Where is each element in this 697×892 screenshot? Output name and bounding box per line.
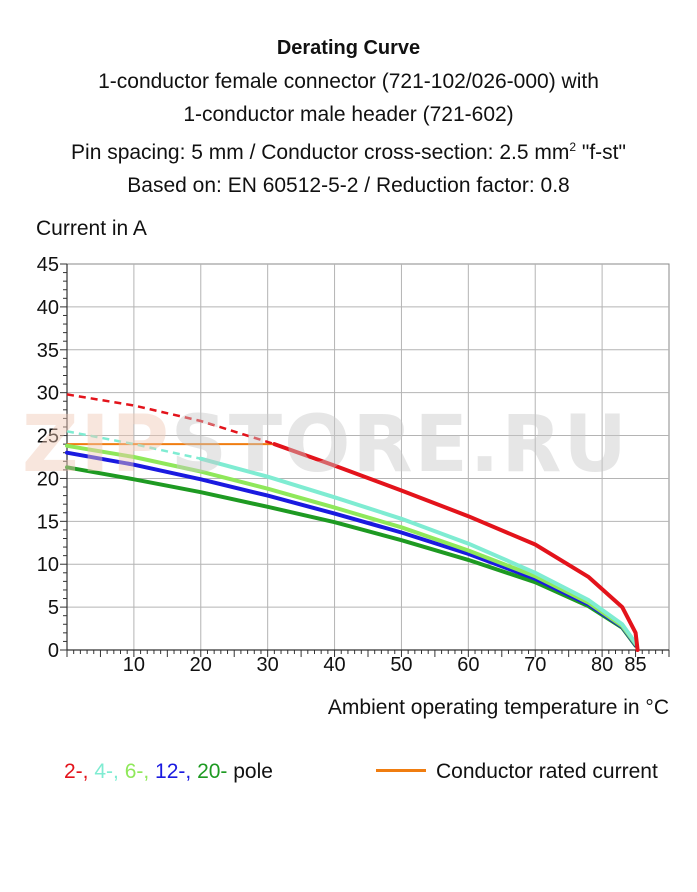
- x-tick-label: 85: [624, 654, 646, 676]
- superscript-2: 2: [569, 140, 577, 154]
- series-4--dashed-line: [66, 430, 202, 460]
- legend-pole-12: 12-,: [149, 760, 192, 783]
- y-tick-label: 15: [37, 511, 59, 533]
- legend-pole-suffix: pole: [227, 760, 273, 783]
- chart-title-block: Derating Curve 1-conductor female connec…: [0, 32, 697, 202]
- chart-subtitle-line-4: Based on: EN 60512-5-2 / Reduction facto…: [127, 174, 570, 197]
- legend-rated-current: Conductor rated current: [376, 760, 658, 784]
- y-tick-label: 0: [48, 640, 59, 662]
- y-tick-label: 40: [37, 297, 59, 319]
- legend-poles: 2-, 4-, 6-, 12-, 20- pole: [64, 760, 273, 784]
- legend-pole-2: 2-,: [64, 760, 89, 783]
- legend-pole-6: 6-,: [118, 760, 150, 783]
- series-2--line: [272, 442, 640, 652]
- y-tick-label: 10: [37, 554, 59, 576]
- legend-rated-swatch: [376, 768, 426, 772]
- x-axis-label: Ambient operating temperature in °C: [327, 696, 669, 719]
- x-tick-label: 40: [323, 654, 345, 676]
- y-tick-label: 35: [37, 340, 59, 362]
- legend-pole-4: 4-,: [88, 760, 119, 783]
- x-tick-label: 70: [524, 654, 546, 676]
- y-tick-label: 5: [48, 597, 59, 619]
- x-tick-label: 20: [190, 654, 212, 676]
- chart-subtitle-line-3: Pin spacing: 5 mm / Conductor cross-sect…: [0, 131, 697, 169]
- series-4--line: [198, 456, 638, 646]
- chart-subtitle-line-1: 1-conductor female connector (721-102/02…: [98, 70, 599, 93]
- x-tick-label: 80: [591, 654, 613, 676]
- legend-rated-label: Conductor rated current: [436, 760, 658, 783]
- chart-subtitle-line-2: 1-conductor male header (721-602): [183, 103, 514, 126]
- f-st-text: "f-st": [576, 141, 626, 164]
- x-tick-label: 30: [257, 654, 279, 676]
- legend-pole-20: 20-: [191, 760, 228, 783]
- chart-title: Derating Curve: [276, 37, 421, 59]
- x-tick-label: 50: [390, 654, 412, 676]
- y-axis-label: Current in A: [36, 217, 147, 240]
- y-tick-label: 45: [37, 254, 59, 276]
- x-tick-label: 10: [123, 654, 145, 676]
- y-tick-label: 30: [37, 383, 59, 405]
- plot-area: [66, 263, 670, 651]
- series-2--dashed-line: [66, 393, 275, 446]
- pin-spacing-text: Pin spacing: 5 mm / Conductor cross-sect…: [71, 141, 570, 164]
- y-tick-label: 20: [37, 468, 59, 490]
- x-tick-label: 60: [457, 654, 479, 676]
- y-tick-label: 25: [37, 426, 59, 448]
